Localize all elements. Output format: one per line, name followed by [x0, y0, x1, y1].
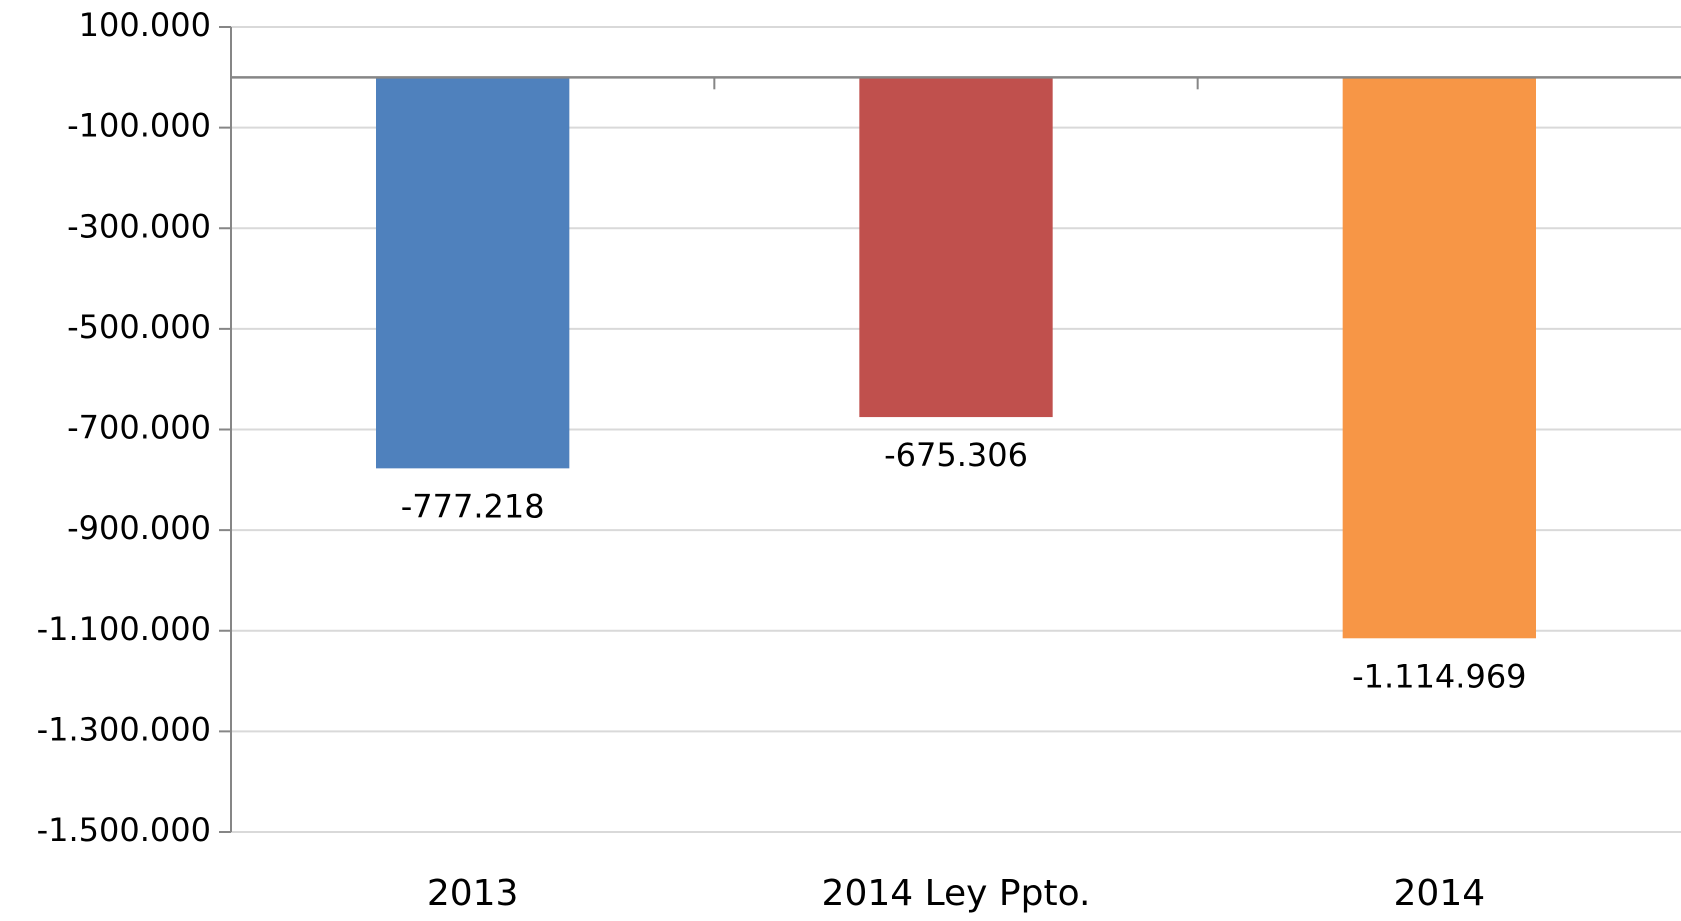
y-tick-label: 100.000 [79, 6, 211, 44]
y-tick-label: -700.000 [67, 409, 211, 447]
data-label: -777.218 [401, 487, 545, 525]
y-tick-label: -1.500.000 [37, 811, 211, 849]
y-tick-label: -300.000 [67, 207, 211, 245]
y-tick-label: -1.300.000 [37, 710, 211, 748]
bar [859, 77, 1053, 418]
bar [376, 77, 570, 469]
data-label: -1.114.969 [1352, 657, 1526, 695]
x-tick-label: 2014 [1394, 873, 1486, 914]
y-tick-label: -900.000 [67, 509, 211, 547]
y-tick-label: -100.000 [67, 107, 211, 145]
data-label: -675.306 [884, 436, 1028, 474]
y-tick-label: -1.100.000 [37, 610, 211, 648]
bar [1342, 77, 1536, 639]
x-tick-label: 2014 Ley Ppto. [822, 873, 1091, 914]
x-tick-label: 2013 [427, 873, 519, 914]
y-tick-label: -500.000 [67, 308, 211, 346]
